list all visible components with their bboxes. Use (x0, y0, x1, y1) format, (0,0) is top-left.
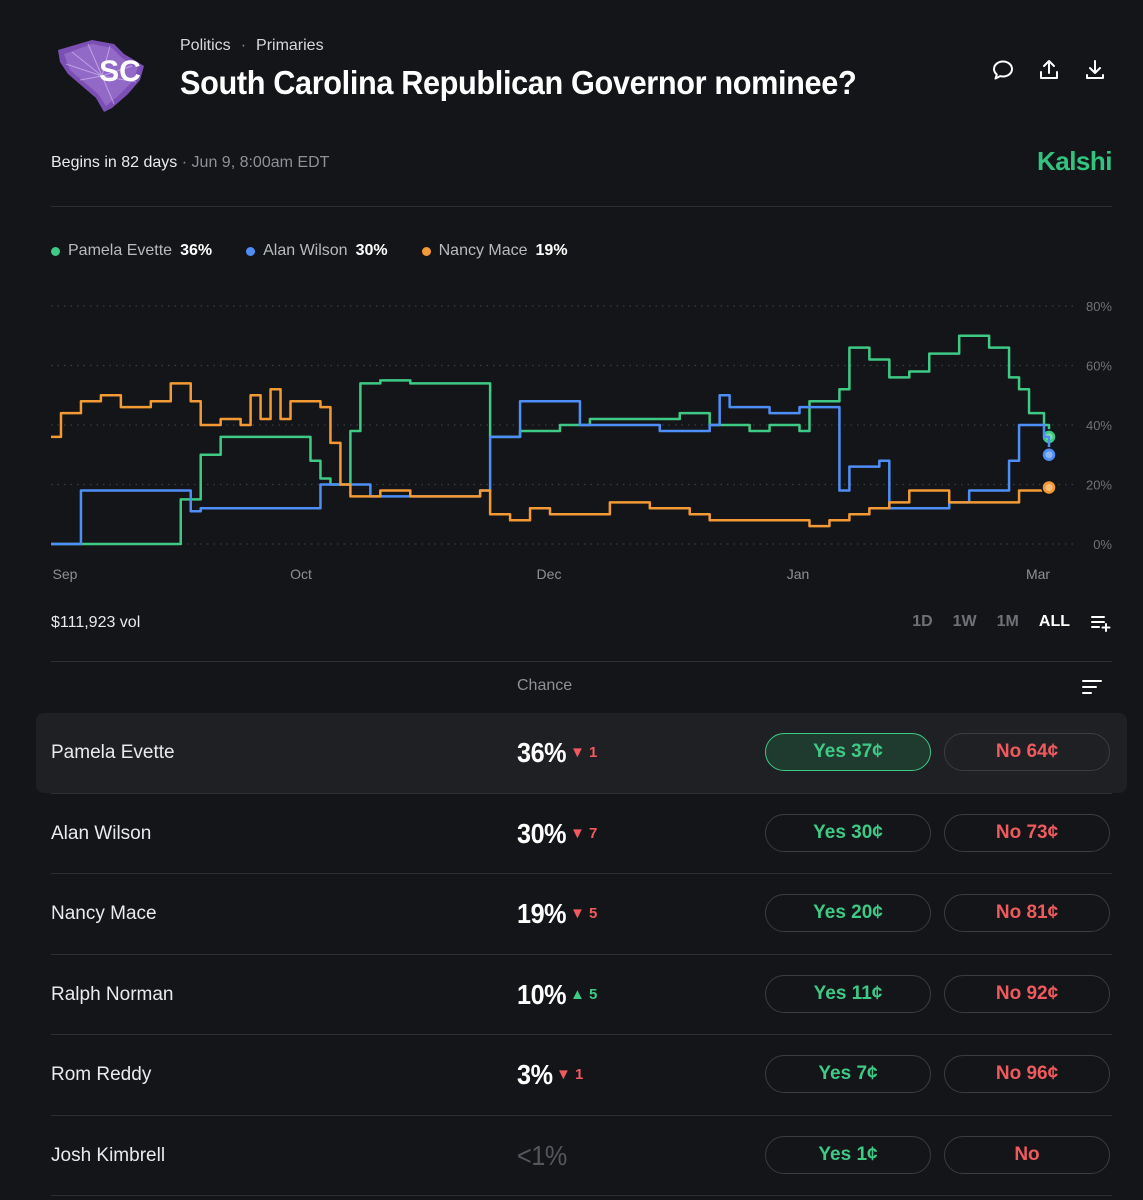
y-tick-label: 80% (1086, 299, 1112, 314)
outcome-chance: 19% (517, 898, 567, 929)
legend-item-mace[interactable]: Nancy Mace 19% (421, 242, 568, 260)
outcome-chance: 3% (517, 1059, 553, 1090)
chart-legend: Pamela Evette 36% Alan Wilson 30% Nancy … (51, 242, 568, 260)
buy-yes-button[interactable]: Yes 30¢ (765, 813, 931, 852)
legend-pct: 19% (535, 242, 568, 259)
breadcrumb: Politics · Primaries (180, 37, 324, 55)
y-tick-label: 60% (1086, 359, 1112, 374)
buy-no-button[interactable]: No 73¢ (944, 813, 1110, 852)
breadcrumb-separator: · (240, 37, 247, 54)
y-tick-label: 40% (1086, 418, 1112, 433)
sort-icon[interactable] (1081, 678, 1103, 696)
series-endpoint-highlight (1045, 451, 1053, 459)
time-range-selector: 1D 1W 1M ALL (912, 612, 1112, 632)
buy-no-button[interactable]: No (944, 1135, 1110, 1174)
outcome-name: Pamela Evette (51, 742, 175, 763)
outcome-row[interactable]: Pamela Evette 36% ▼ 1 Yes 37¢ No 64¢ (36, 713, 1127, 793)
outcome-name: Ralph Norman (51, 983, 174, 1005)
x-tick-label: Sep (53, 566, 78, 582)
buy-yes-button[interactable]: Yes 11¢ (765, 974, 931, 1013)
range-1d[interactable]: 1D (912, 613, 933, 630)
kalshi-logo[interactable]: Kalshi (1036, 146, 1113, 176)
legend-name: Pamela Evette (68, 242, 173, 259)
row-divider (51, 792, 1112, 794)
comment-icon[interactable] (991, 58, 1015, 82)
change-down: ▼ 1 (556, 1066, 584, 1083)
add-to-list-icon[interactable] (1090, 612, 1112, 632)
buy-no-button[interactable]: No 92¢ (944, 974, 1110, 1013)
legend-name: Nancy Mace (438, 242, 528, 259)
volume: $111,923 vol (51, 614, 141, 631)
range-1w[interactable]: 1W (952, 613, 977, 630)
outcome-row[interactable]: Rom Reddy 3% ▼ 1 Yes 7¢ No 96¢ (51, 1035, 1112, 1115)
schedule-separator: · (181, 154, 192, 171)
buy-no-button[interactable]: No 81¢ (944, 894, 1110, 932)
outcome-name: Nancy Mace (51, 903, 157, 924)
x-tick-label: Oct (290, 566, 312, 582)
row-divider (51, 1114, 1112, 1116)
buy-yes-button[interactable]: Yes 37¢ (765, 733, 931, 771)
legend-dot (51, 246, 60, 256)
outcome-row[interactable]: Nancy Mace 19% ▼ 5 Yes 20¢ No 81¢ (51, 874, 1112, 954)
breadcrumb-primaries[interactable]: Primaries (256, 37, 324, 54)
outcome-name: Rom Reddy (51, 1064, 152, 1085)
legend-pct: 36% (180, 242, 213, 259)
outcome-name: Alan Wilson (51, 822, 152, 844)
y-tick-label: 0% (1093, 537, 1112, 552)
x-tick-label: Dec (537, 566, 562, 582)
divider (51, 661, 1112, 662)
change-up: ▲ 5 (570, 985, 598, 1003)
y-tick-label: 20% (1086, 478, 1112, 493)
outcome-name: Josh Kimbrell (51, 1144, 166, 1166)
row-divider (51, 1034, 1112, 1035)
series-line-pamela-evette (51, 334, 1051, 546)
series-endpoint (1041, 447, 1057, 463)
outcome-chance: <1% (517, 1139, 567, 1171)
share-icon[interactable] (1037, 58, 1061, 82)
series-endpoint (1041, 479, 1057, 496)
legend-name: Alan Wilson (263, 242, 348, 259)
range-1m[interactable]: 1M (996, 613, 1019, 630)
legend-item-evette[interactable]: Pamela Evette 36% (51, 242, 212, 260)
buy-yes-button[interactable]: Yes 1¢ (765, 1135, 931, 1174)
download-icon[interactable] (1083, 58, 1107, 82)
series-line-nancy-mace (51, 382, 1051, 528)
buy-yes-button[interactable]: Yes 7¢ (765, 1055, 931, 1093)
legend-pct: 30% (355, 242, 388, 259)
buy-yes-button[interactable]: Yes 20¢ (765, 894, 931, 932)
breadcrumb-politics[interactable]: Politics (180, 37, 231, 54)
logo-text: SC (99, 55, 141, 88)
outcome-row[interactable]: Alan Wilson 30% ▼ 7 Yes 30¢ No 73¢ (51, 794, 1112, 874)
header-actions (991, 58, 1107, 82)
row-divider (51, 873, 1112, 874)
x-tick-label: Mar (1026, 566, 1050, 582)
outcome-chance: 30% (517, 817, 567, 849)
change-down: ▼ 5 (570, 905, 598, 922)
change-down: ▼ 7 (570, 824, 598, 842)
outcome-chance: 10% (517, 978, 567, 1010)
price-chart[interactable]: 0% 20% 40% 60% 80% Sep Oct Dec Jan Mar (0, 290, 1143, 590)
outcome-chance: 36% (517, 737, 567, 768)
divider (51, 206, 1112, 207)
outcome-row[interactable]: Ralph Norman 10% ▲ 5 Yes 11¢ No 92¢ (51, 955, 1112, 1035)
schedule-info: Begins in 82 days · Jun 9, 8:00am EDT (51, 154, 329, 172)
series-endpoint-highlight (1045, 483, 1053, 491)
legend-item-wilson[interactable]: Alan Wilson 30% (246, 242, 388, 260)
legend-dot (421, 246, 431, 256)
x-tick-label: Jan (787, 566, 810, 582)
outcome-row[interactable]: Josh Kimbrell <1% Yes 1¢ No (51, 1116, 1112, 1196)
page-title: South Carolina Republican Governor nomin… (180, 64, 857, 101)
row-divider (51, 953, 1112, 955)
begins-date: Jun 9, 8:00am EDT (191, 154, 330, 171)
range-all[interactable]: ALL (1038, 613, 1070, 630)
buy-no-button[interactable]: No 96¢ (944, 1055, 1110, 1093)
buy-no-button[interactable]: No 64¢ (944, 733, 1110, 771)
chance-column-header: Chance (517, 677, 573, 694)
legend-dot (246, 246, 256, 256)
begins-countdown: Begins in 82 days (51, 154, 178, 171)
row-divider (51, 1195, 1112, 1196)
market-logo: SC (52, 36, 150, 116)
change-down: ▼ 1 (570, 744, 598, 761)
